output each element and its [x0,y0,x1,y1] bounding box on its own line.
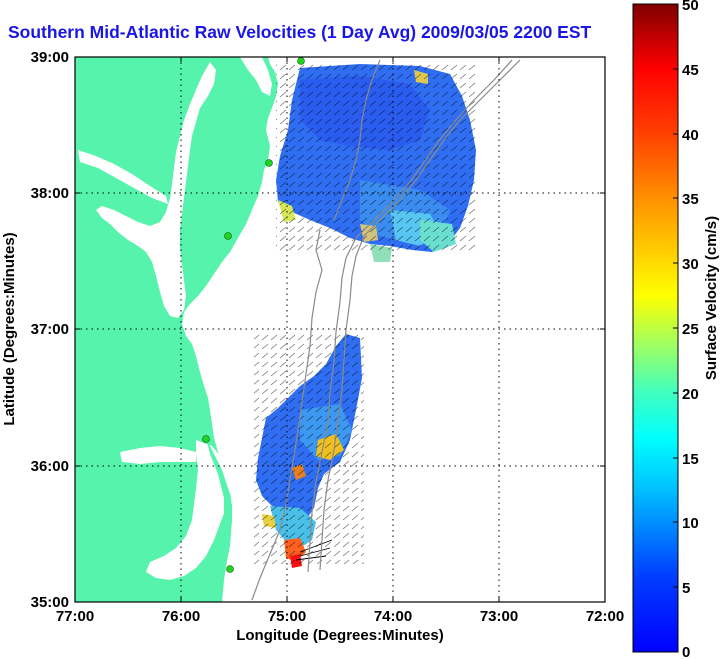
pamlico-sound [146,440,230,580]
y-tick-label: 39:00 [31,49,69,66]
colorbar-tick-label: 50 [682,0,699,14]
colorbar-tick-label: 25 [682,321,699,338]
colorbar-tick-label: 0 [682,644,690,659]
colorbar-tick-label: 5 [682,580,690,597]
x-tick-label: 72:00 [586,608,624,625]
albemarle-sound [120,446,196,464]
x-tick-label: 75:00 [268,608,306,625]
colorbar-label: Surface Velocity (cm/s) [703,216,720,380]
colorbar-tick-label: 45 [682,62,699,79]
x-tick-label: 76:00 [162,608,200,625]
velocity-field-south [254,334,364,568]
x-tick-label: 74:00 [374,608,412,625]
x-axis-label: Longitude (Degrees:Minutes) [236,627,444,644]
colorbar-tick-label: 35 [682,191,699,208]
colorbar-tick-label: 40 [682,127,699,144]
potomac-river [78,150,168,204]
y-tick-label: 36:00 [31,458,69,475]
colorbar-tick-label: 10 [682,515,699,532]
grid-lines [75,57,605,602]
station-marker [265,159,273,167]
y-tick-label: 38:00 [31,185,69,202]
x-tick-label: 77:00 [56,608,94,625]
y-tick-labels: 39:00 38:00 37:00 36:00 35:00 [31,49,69,611]
station-marker [297,57,305,65]
outer-banks [206,438,232,590]
chart-title: Southern Mid-Atlantic Raw Velocities (1 … [8,22,592,42]
hf-radar-stations [202,57,305,573]
station-marker [226,565,234,573]
station-marker [202,435,210,443]
delaware-bay [240,57,272,96]
colorbar-tick-label: 30 [682,256,699,273]
isobaths [251,59,521,601]
colorbar: 50 45 40 35 30 25 20 15 10 5 0 Surface V… [632,0,720,659]
velocity-field-north [276,64,476,262]
y-tick-label: 35:00 [31,594,69,611]
y-tick-label: 37:00 [31,321,69,338]
colorbar-scale [632,3,679,653]
x-tick-label: 73:00 [480,608,518,625]
station-marker [224,232,232,240]
colorbar-tick-label: 15 [682,451,699,468]
y-axis-label: Latitude (Degrees:Minutes) [1,232,18,425]
tick-marks [75,57,605,602]
x-tick-labels: 77:00 76:00 75:00 74:00 73:00 72:00 [56,608,624,625]
chesapeake-bay [96,62,216,318]
colorbar-tick-label: 20 [682,386,699,403]
